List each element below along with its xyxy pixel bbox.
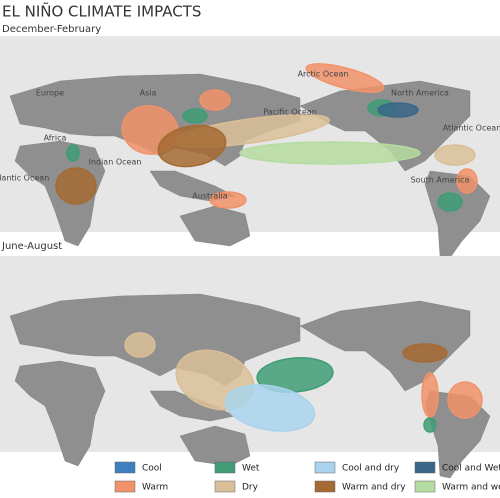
legend-label: Cool and Wet (442, 464, 500, 474)
impact-region (124, 332, 156, 358)
legend-label: Warm (142, 483, 168, 493)
map-label: North America (391, 89, 449, 98)
legend-label: Cool and dry (342, 464, 400, 474)
legend-label: Warm and dry (342, 483, 406, 493)
map-label: Atlantic Ocean (0, 174, 49, 183)
impact-region (447, 381, 483, 419)
impact-region (423, 417, 437, 433)
impact-region (434, 144, 476, 166)
impact-region (421, 372, 439, 418)
map-panel (0, 256, 500, 479)
legend-swatch (214, 461, 236, 474)
impact-region (182, 108, 208, 124)
legend-label: Dry (242, 483, 259, 493)
impact-regions (124, 332, 483, 433)
map-label: Atlantic Ocean (443, 124, 500, 133)
legend-swatch (414, 461, 436, 474)
impact-region (437, 192, 463, 212)
legend-label: Warm and wet (442, 483, 500, 493)
impact-region (224, 384, 316, 432)
map-label: Arctic Ocean (298, 70, 349, 79)
map-label: Australia (192, 192, 227, 201)
legend-label: Wet (242, 464, 260, 474)
impact-region (456, 168, 478, 194)
impact-regions (55, 63, 478, 212)
season-label: June-August (1, 241, 62, 252)
impact-region (377, 102, 419, 118)
legend-swatch (414, 480, 436, 493)
map-label: Africa (44, 134, 67, 143)
title: EL NIÑO CLIMATE IMPACTS (2, 2, 201, 21)
map-label: Europe (36, 89, 64, 98)
impact-region (239, 141, 421, 165)
legend: Cool Wet Cool and dry Cool and Wet Warm Dry Wa… (114, 461, 500, 493)
map-label: South America (411, 176, 470, 185)
legend-swatch (214, 480, 236, 493)
impact-region (66, 144, 80, 162)
map-label: Pacific Ocean (263, 108, 317, 117)
legend-swatch (314, 461, 336, 474)
map-label: Asia (140, 89, 157, 98)
impact-region (402, 343, 448, 363)
impact-region (209, 191, 247, 209)
impact-region (199, 89, 231, 111)
impact-region (305, 63, 385, 93)
impact-region (256, 356, 334, 394)
legend-swatch (114, 461, 136, 474)
map-label: Indian Ocean (89, 158, 142, 167)
season-label: December-February (2, 24, 101, 35)
impact-region (55, 167, 97, 205)
legend-swatch (114, 480, 136, 493)
legend-label: Cool (142, 464, 162, 474)
legend-swatch (314, 480, 336, 493)
map-labels: Arctic Ocean Europe Asia Pacific Ocean N… (0, 70, 500, 201)
impact-region (157, 124, 227, 168)
